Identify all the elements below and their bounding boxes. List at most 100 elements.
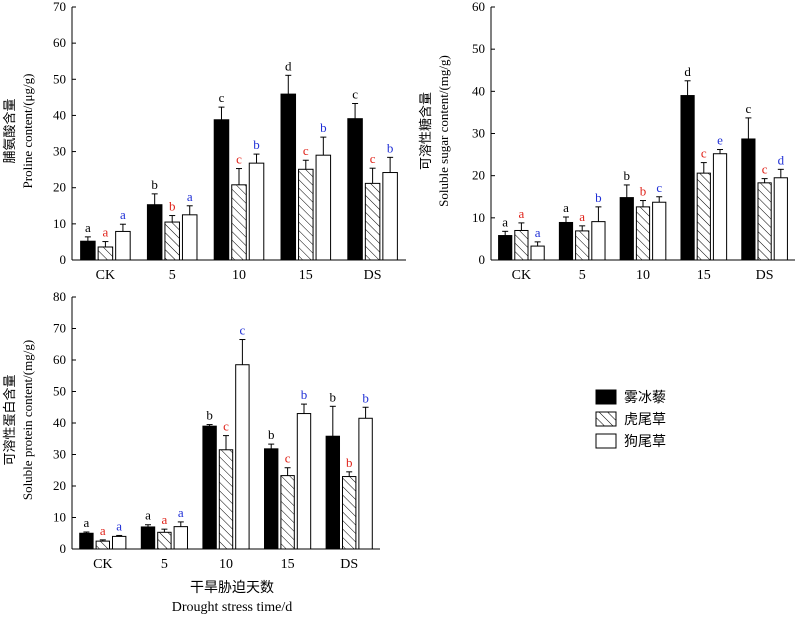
y-tick-label: 30 xyxy=(53,447,66,462)
bar xyxy=(80,240,96,261)
significance-letter: a xyxy=(116,518,122,533)
significance-letter: c xyxy=(303,143,309,158)
bar xyxy=(280,93,297,261)
significance-letter: b xyxy=(253,137,260,152)
significance-letter: a xyxy=(535,225,541,240)
significance-letter: b xyxy=(320,120,327,135)
y-tick-label: 20 xyxy=(53,478,66,493)
bar xyxy=(97,246,114,261)
bar xyxy=(111,535,127,550)
y-tick-label: 10 xyxy=(472,210,485,225)
y-tick-label: 0 xyxy=(60,252,67,267)
panel-proline: 脯氨酸含量 Proline content/(μg/g) 0 10 20 30 40 50… xyxy=(2,0,406,283)
x-tick-label: CK xyxy=(512,268,531,283)
significance-letter: c xyxy=(701,146,707,161)
x-tick-label: 15 xyxy=(281,557,295,572)
bar xyxy=(173,526,188,550)
significance-letter: d xyxy=(285,58,292,73)
bar xyxy=(325,435,341,550)
significance-letter: b xyxy=(362,390,369,405)
x-axis-title-zh: 干旱胁迫天数 xyxy=(190,580,274,596)
y-tick-label: 80 xyxy=(53,289,66,304)
bar xyxy=(591,221,606,261)
significance-letter: e xyxy=(717,133,723,148)
bar xyxy=(315,154,332,261)
significance-letter: a xyxy=(84,515,90,530)
bar xyxy=(635,206,651,261)
x-tick-label: 10 xyxy=(636,268,650,283)
significance-letter: b xyxy=(301,387,308,402)
y-tick-label: 30 xyxy=(53,144,66,159)
significance-letter: b xyxy=(346,455,353,470)
bar xyxy=(575,230,590,261)
bar xyxy=(181,214,198,261)
y-tick-label: 10 xyxy=(53,510,66,525)
significance-letter: a xyxy=(85,220,91,235)
bar xyxy=(498,235,513,261)
bar xyxy=(712,153,728,261)
significance-letter: a xyxy=(579,209,585,224)
significance-letter: c xyxy=(236,152,242,167)
significance-letter: b xyxy=(206,408,213,423)
significance-letter: a xyxy=(100,523,106,538)
y-tick-label: 0 xyxy=(479,252,486,267)
bar xyxy=(741,138,756,261)
bar xyxy=(680,95,695,261)
y-tick-label: 40 xyxy=(53,415,66,430)
bar xyxy=(115,230,131,261)
significance-letter: c xyxy=(656,180,662,195)
significance-letter: a xyxy=(563,200,569,215)
y-axis-title-zh: 可溶性蛋白含量 xyxy=(2,374,17,465)
x-tick-label: 10 xyxy=(219,557,233,572)
bar xyxy=(296,413,312,550)
legend-swatch-solid xyxy=(595,389,617,405)
x-tick-label: 5 xyxy=(579,268,586,283)
x-tick-label: CK xyxy=(93,557,112,572)
significance-letter: c xyxy=(352,87,358,102)
y-axis-title-en: Soluble protein content/(mg/g) xyxy=(20,340,35,500)
y-tick-label: 70 xyxy=(53,321,66,336)
x-tick-label: CK xyxy=(96,268,115,283)
bar xyxy=(358,417,373,550)
bar xyxy=(218,449,234,550)
bar xyxy=(530,245,545,261)
significance-letter: d xyxy=(684,64,691,79)
x-tick-label: 15 xyxy=(697,268,711,283)
panel-soluble-sugar: 可溶性糖含量 Soluble sugar content/(mg/g) 0 10 2… xyxy=(418,0,795,283)
x-tick-label: 5 xyxy=(169,268,176,283)
bar xyxy=(382,172,398,261)
bar xyxy=(95,540,110,550)
y-axis-title-en: Soluble sugar content/(mg/g) xyxy=(436,55,451,207)
significance-letter: c xyxy=(285,451,291,466)
bar xyxy=(364,182,381,261)
x-tick-label: 10 xyxy=(232,268,246,283)
y-tick-label: 70 xyxy=(53,0,66,14)
bar xyxy=(514,229,529,261)
x-tick-label: 15 xyxy=(299,268,313,283)
y-tick-label: 40 xyxy=(472,83,485,98)
y-axis-title-zh: 可溶性糖含量 xyxy=(418,92,433,170)
panel-soluble-protein: 可溶性蛋白含量 Soluble protein content/(mg/g) 0… xyxy=(2,289,380,572)
legend-swatch-hatch xyxy=(595,411,617,427)
significance-letter: b xyxy=(624,168,631,183)
y-tick-label: 50 xyxy=(472,41,485,56)
y-axis-title-en: Proline content/(μg/g) xyxy=(20,74,35,189)
bar xyxy=(773,177,788,261)
significance-letter: a xyxy=(502,214,508,229)
bar xyxy=(146,204,163,261)
bar xyxy=(696,172,711,261)
significance-letter: b xyxy=(387,140,394,155)
bar xyxy=(558,221,574,261)
y-tick-label: 0 xyxy=(60,541,67,556)
significance-letter: b xyxy=(169,199,176,214)
significance-letter: c xyxy=(762,162,768,177)
x-tick-label: 5 xyxy=(161,557,168,572)
y-axis-title-zh: 脯氨酸含量 xyxy=(2,98,17,163)
significance-letter: b xyxy=(151,177,158,192)
bar xyxy=(619,197,634,261)
legend-label: 虎尾草 xyxy=(624,412,666,428)
significance-letter: a xyxy=(519,206,525,221)
bar xyxy=(264,448,279,550)
bar xyxy=(347,118,363,261)
